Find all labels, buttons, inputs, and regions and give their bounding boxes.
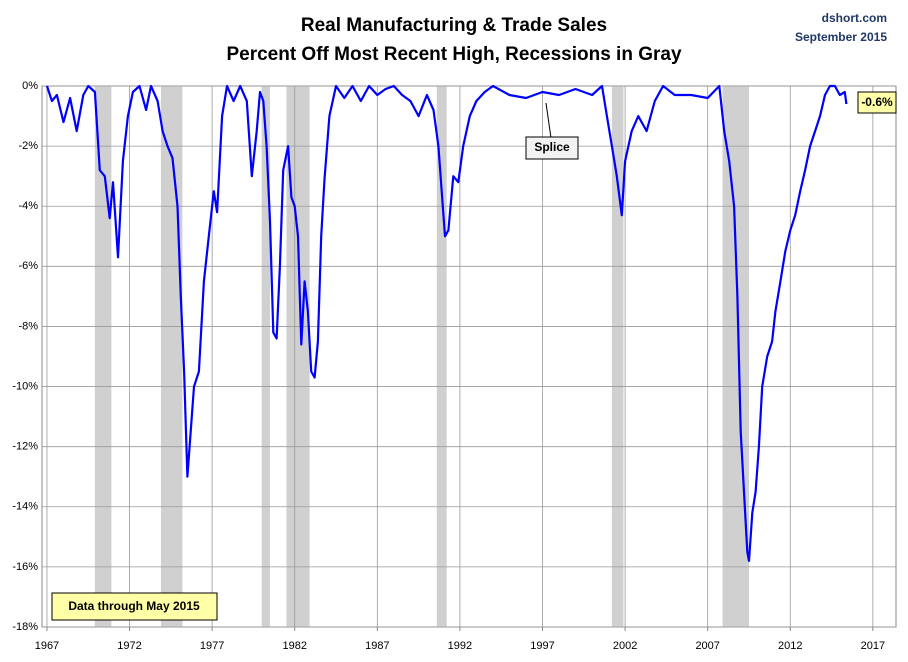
- recession-band: [160, 86, 183, 627]
- line-series: [45, 84, 848, 562]
- x-tick-label: 1987: [365, 640, 389, 652]
- date: September 2015: [795, 30, 887, 44]
- y-tick-label: -4%: [18, 200, 38, 212]
- y-tick-label: -6%: [18, 260, 38, 272]
- x-tick-label: 1992: [448, 640, 472, 652]
- annotation-box: [525, 136, 579, 160]
- y-tick-label: -14%: [12, 501, 38, 513]
- y-tick-label: 0%: [22, 80, 38, 92]
- recession-band: [722, 86, 749, 627]
- chart-subtitle: Percent Off Most Recent High, Recessions…: [226, 44, 681, 65]
- recession-band: [611, 86, 624, 627]
- x-tick-label: 2002: [613, 640, 637, 652]
- y-tick-label: -2%: [18, 140, 38, 152]
- annotation: Data through May 2015: [68, 599, 200, 613]
- recession-band: [94, 86, 112, 627]
- annotation: Splice: [534, 140, 570, 154]
- recession-band: [286, 86, 310, 627]
- x-tick-label: 2012: [778, 640, 802, 652]
- value-label-box: [857, 91, 897, 114]
- x-tick-label: 1972: [117, 640, 141, 652]
- recession-band: [261, 86, 270, 627]
- y-tick-label: -10%: [12, 380, 38, 392]
- recession-band: [436, 86, 447, 627]
- y-tick-label: -18%: [12, 621, 38, 633]
- source: dshort.com: [822, 11, 887, 25]
- y-tick-label: -8%: [18, 320, 38, 332]
- x-tick-label: 1982: [282, 640, 306, 652]
- x-tick-label: 2007: [695, 640, 719, 652]
- x-tick-label: 1967: [35, 640, 59, 652]
- pointer: [545, 102, 552, 139]
- chart-title: Real Manufacturing & Trade Sales: [301, 15, 607, 36]
- value-label: -0.6%: [861, 95, 893, 109]
- x-tick-label: 1997: [530, 640, 554, 652]
- x-tick-label: 1977: [200, 640, 224, 652]
- x-tick-label: 2017: [861, 640, 885, 652]
- y-tick-label: -16%: [12, 561, 38, 573]
- y-tick-label: -12%: [12, 441, 38, 453]
- annotation-box: [51, 592, 218, 621]
